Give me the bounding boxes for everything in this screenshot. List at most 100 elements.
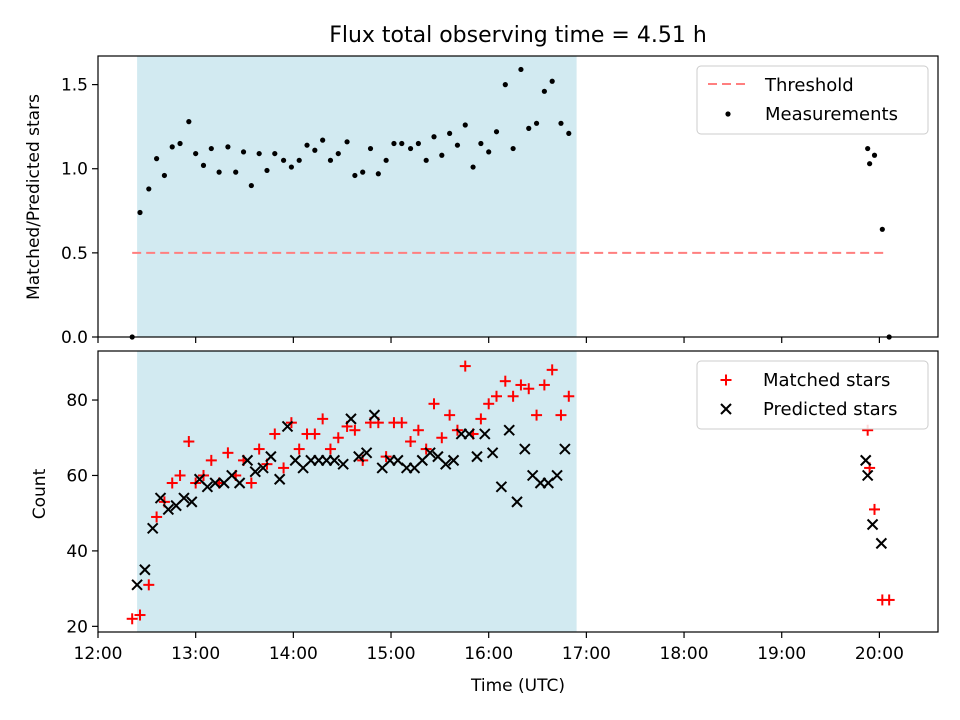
- matched-star-point: [205, 454, 217, 466]
- matched-star-point: [166, 477, 178, 489]
- matched-star-point: [151, 511, 163, 523]
- predicted-star-point: [146, 522, 159, 534]
- predicted-star-point: [511, 496, 523, 508]
- predicted-star-point: [257, 462, 269, 474]
- matched-star-point: [555, 409, 567, 421]
- legend-matched-label: Matched stars: [763, 370, 890, 391]
- predicted-star-point: [519, 443, 531, 455]
- observing-window-shade-bottom: [137, 351, 577, 632]
- measurement-point: [391, 140, 397, 147]
- matched-star-point: [349, 424, 361, 436]
- measurement-point: [865, 145, 871, 152]
- measurement-point: [304, 142, 310, 148]
- predicted-star-point: [360, 447, 373, 459]
- count-axes-frame: [97, 350, 939, 633]
- legend-predicted-marker: [720, 403, 732, 415]
- measurement-point: [439, 152, 445, 158]
- matched-star-point: [222, 447, 234, 459]
- measurement-point: [493, 129, 500, 135]
- predicted-star-point: [201, 481, 214, 493]
- matched-star-point: [183, 436, 195, 448]
- measurement-point: [486, 149, 492, 155]
- measurement-point: [137, 209, 143, 216]
- chart-title: Flux total observing time = 4.51 h: [329, 23, 707, 48]
- ratio-y-axis-label: Matched/Predicted stars: [24, 94, 44, 300]
- predicted-star-point: [178, 492, 190, 504]
- measurement-point: [454, 142, 461, 148]
- measurement-point: [288, 164, 294, 170]
- predicted-star-point: [424, 447, 436, 459]
- x-tick-label: 12:00: [74, 644, 123, 664]
- measurement-point: [879, 226, 885, 232]
- legend-measurements-label: Measurements: [765, 104, 898, 125]
- legend-matched-marker: [720, 374, 732, 386]
- measurement-point: [423, 157, 429, 163]
- matched-star-point: [405, 436, 417, 448]
- predicted-star-point: [249, 465, 261, 478]
- matched-star-point: [428, 398, 440, 410]
- matched-star-point: [869, 503, 881, 515]
- measurement-point: [272, 150, 278, 157]
- matched-star-point: [278, 462, 290, 474]
- measurement-point: [169, 144, 175, 150]
- measurement-point: [867, 161, 873, 167]
- x-tick-label: 15:00: [367, 644, 416, 664]
- measurement-point: [478, 140, 484, 147]
- legend-matched-swatch: [720, 374, 732, 386]
- measurement-point: [186, 119, 192, 125]
- measurement-point: [193, 150, 199, 157]
- measurement-point: [200, 162, 207, 168]
- legend-threshold-label: Threshold: [764, 75, 854, 96]
- measurement-point: [415, 140, 421, 147]
- count-legend-box: [696, 360, 929, 430]
- matched-star-point: [475, 413, 487, 425]
- matched-star-point: [253, 443, 265, 455]
- predicted-star-point: [209, 477, 221, 489]
- predicted-star-point: [233, 477, 246, 489]
- matched-star-point: [483, 398, 495, 410]
- predicted-star-point: [131, 579, 143, 591]
- x-tick-label: 17:00: [562, 644, 611, 664]
- predicted-star-point: [479, 428, 491, 440]
- predicted-star-point: [186, 496, 198, 508]
- x-tick-label: 13:00: [171, 644, 220, 664]
- measurement-point: [280, 157, 287, 163]
- predicted-star-point: [337, 458, 349, 470]
- observing-window-shade-top: [137, 56, 577, 337]
- predicted-star-point: [368, 409, 381, 421]
- ratio-y-ticks: 0.0 0.5 1.0 1.5: [61, 76, 98, 348]
- matched-star-point: [531, 409, 543, 421]
- measurement-point: [549, 78, 555, 84]
- predicted-star-point: [139, 564, 151, 576]
- predicted-star-point: [503, 424, 515, 436]
- matched-star-point: [459, 360, 471, 372]
- matched-star-point: [563, 390, 575, 402]
- measurement-point: [154, 156, 160, 162]
- matched-star-point: [499, 375, 511, 387]
- measurement-point: [447, 130, 453, 137]
- matched-star-point: [515, 379, 527, 391]
- measurement-point: [344, 139, 350, 145]
- y-tick-label: 1.0: [61, 160, 88, 180]
- y-tick-label: 80: [66, 391, 88, 411]
- measurement-point: [383, 157, 389, 163]
- matched-star-point: [309, 428, 321, 440]
- measurement-point: [462, 122, 468, 128]
- measurement-point: [296, 157, 302, 163]
- measurement-point: [558, 120, 564, 126]
- count-legend: Matched stars Predicted stars: [696, 360, 929, 430]
- predicted-star-point: [447, 454, 460, 467]
- matched-star-point: [134, 609, 146, 621]
- predicted-star-point: [345, 413, 357, 425]
- measurement-point: [177, 140, 183, 147]
- matched-star-point: [436, 432, 448, 444]
- y-tick-label: 20: [66, 617, 88, 637]
- predicted-star-points: [131, 409, 888, 591]
- ratio-x-ticks: [97, 337, 880, 343]
- matched-star-point: [324, 443, 336, 455]
- x-tick-label: 20:00: [855, 644, 904, 664]
- predicted-star-point: [486, 447, 499, 459]
- predicted-star-point: [241, 454, 254, 467]
